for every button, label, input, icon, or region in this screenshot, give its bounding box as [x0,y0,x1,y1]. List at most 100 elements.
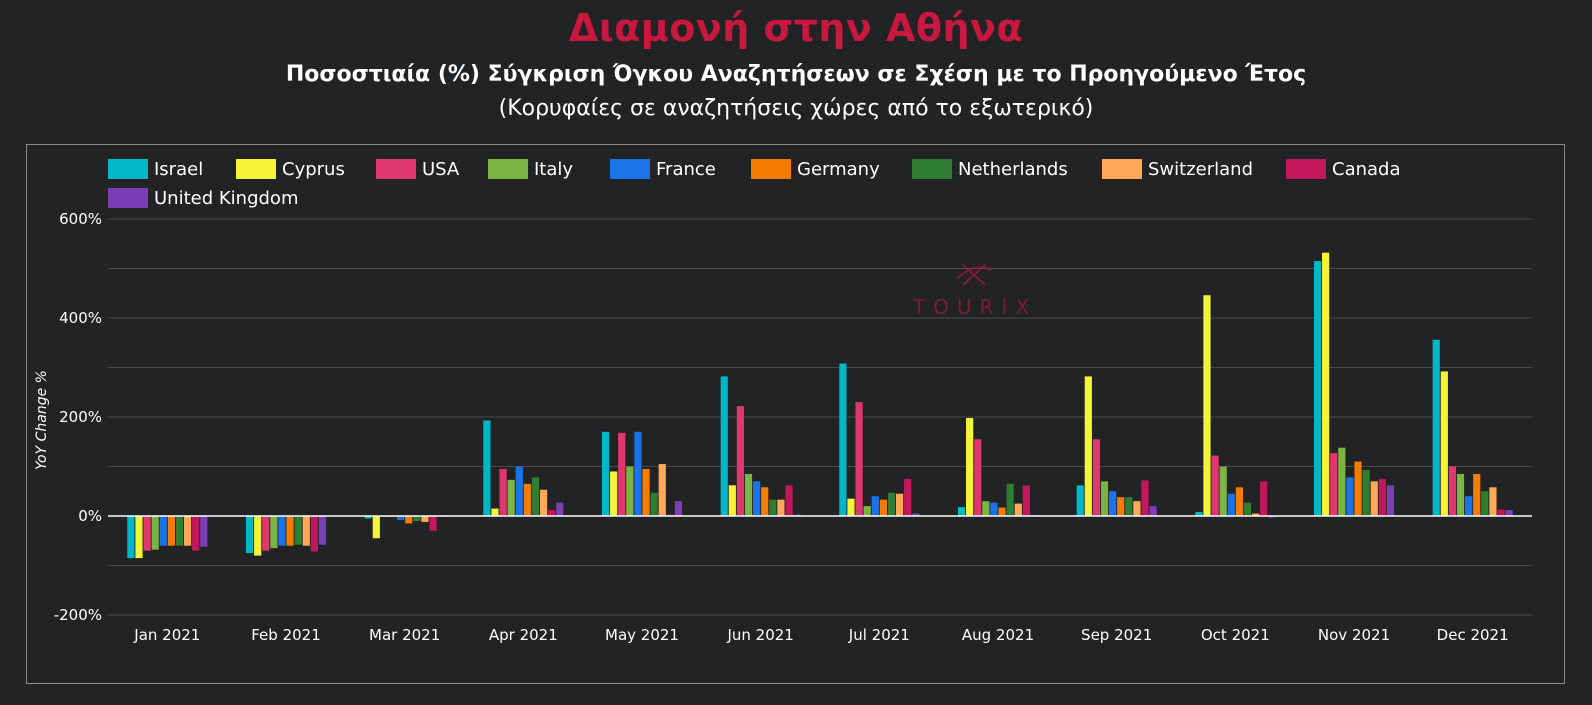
bar [998,507,1006,516]
y-tick-label: 200% [59,408,102,426]
bar [601,431,610,516]
bar [1022,485,1030,516]
x-tick-label: May 2021 [605,626,679,644]
bar [744,473,753,516]
bar [1338,447,1346,516]
bar [1219,466,1227,516]
bar [413,516,421,521]
bar [302,516,310,546]
bar [531,477,540,516]
bar [556,502,564,516]
legend-item[interactable]: Italy [488,157,573,181]
x-tick-label: Jun 2021 [726,626,793,644]
bar [904,478,912,516]
bar [491,508,499,516]
bar [159,516,167,546]
legend-label: Switzerland [1148,158,1253,180]
bar [863,506,871,516]
bar [310,516,318,552]
y-tick-label: 600% [59,210,102,228]
legend-item[interactable]: Switzerland [1102,157,1253,181]
x-tick-label: Dec 2021 [1437,626,1509,644]
bar [1456,473,1465,516]
bar [1014,503,1022,516]
legend-item[interactable]: Canada [1286,157,1401,181]
bar [1346,477,1354,516]
legend-item[interactable]: France [610,157,716,181]
legend-item[interactable]: Israel [108,157,203,181]
bar [1440,371,1448,516]
bar [982,501,990,516]
x-tick-label: Nov 2021 [1318,626,1390,644]
bar [769,499,777,516]
x-tick-label: Aug 2021 [962,626,1034,644]
bar [318,516,327,545]
bar [1211,455,1219,516]
chart-title: Διαμονή στην Αθήνα [568,6,1024,50]
bar [1149,506,1157,516]
legend-item[interactable]: Netherlands [912,157,1068,181]
bar [626,466,634,516]
bar [151,516,159,550]
bar [887,492,896,516]
legend-item[interactable]: USA [376,157,459,181]
bar [1465,496,1473,516]
bar [839,363,847,516]
legend-swatch [108,188,148,208]
axes: Jan 2021 Feb 2021 Mar 2021 Apr 2021 May 2021… [34,210,1532,644]
bar [1084,376,1092,516]
tourix-logo-icon [957,264,993,286]
bar [1260,481,1268,516]
bar [1473,473,1481,516]
bar [294,516,302,545]
bar [1006,483,1014,516]
bar [1386,485,1395,516]
legend-item[interactable]: Germany [751,157,880,181]
watermark-text: TOURIX [912,295,1037,319]
legend-label: Cyprus [282,158,345,180]
bar [175,516,184,546]
bar [1117,497,1125,516]
bar [483,420,491,516]
bar [1330,453,1338,516]
bar [1354,461,1362,516]
bar [1370,481,1378,516]
watermark: TOURIX [912,264,1037,319]
legend-item[interactable]: United Kingdom [108,186,298,210]
legend-swatch [912,159,952,179]
bar [736,406,745,516]
legend-item[interactable]: Cyprus [236,157,345,181]
bar [1481,491,1489,516]
legend-swatch [488,159,528,179]
bar [1100,481,1109,516]
x-tick-label: Apr 2021 [489,626,558,644]
bar [753,481,761,516]
bar [650,492,658,516]
x-tick-label: Mar 2021 [369,626,440,644]
bar [674,501,683,516]
bar [1141,480,1149,516]
bars [127,252,1513,559]
chart-subtitle: Ποσοστιαία (%) Σύγκριση Όγκου Αναζητήσεω… [285,62,1307,87]
bar [167,516,175,546]
bar [1489,487,1497,516]
chart-panel [26,144,1565,684]
legend-label: Italy [534,158,574,180]
bar [634,431,642,516]
legend-label: Netherlands [958,158,1068,180]
bar [1505,510,1513,516]
bar [499,468,507,516]
grid-lines [108,218,1532,616]
y-tick-label: -200% [54,606,102,624]
bar [974,439,982,516]
bar [642,468,650,516]
y-tick-label: 0% [78,507,102,525]
bar [1448,466,1457,516]
bar [135,516,143,559]
bar [286,516,294,546]
bar [1313,261,1322,516]
legend-swatch [751,159,791,179]
bar [1362,469,1370,516]
bar [720,376,728,516]
bar [1378,478,1386,516]
